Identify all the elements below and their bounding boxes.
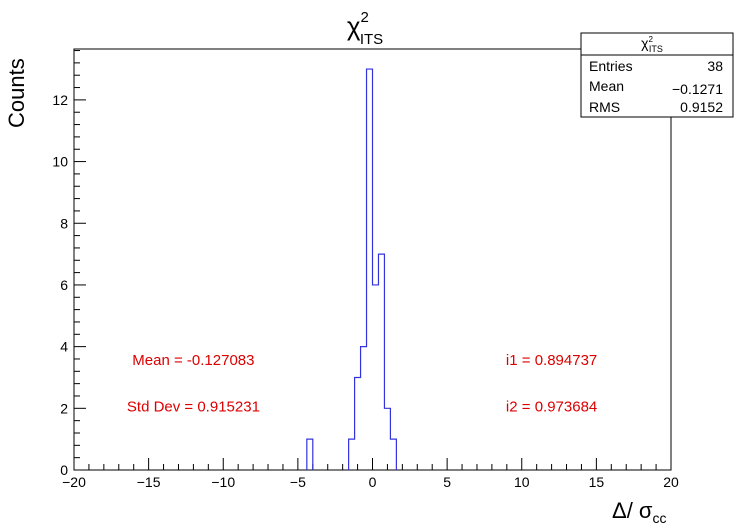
stats-box: χ2 ITS Entries 38 Mean −0.1271 RMS 0.9152	[580, 32, 734, 118]
stats-box-title: χ2 ITS	[641, 35, 663, 54]
chart-title: χ2 ITS	[347, 9, 383, 48]
y-tick-label: 8	[60, 215, 68, 231]
annotation-text: Std Dev = 0.915231	[127, 398, 260, 415]
x-axis-label-base: Δ/ σ	[612, 498, 653, 523]
axis-ticks	[73, 50, 672, 471]
stats-mean-value: −0.1271	[672, 81, 723, 97]
annotation-text: i1 = 0.894737	[506, 352, 597, 369]
y-tick-label: 4	[60, 339, 68, 355]
chart-title-sub: ITS	[360, 31, 383, 48]
x-axis-label: Δ/ σcc	[612, 498, 667, 523]
stats-entries-value: 38	[707, 58, 723, 74]
y-tick-label: 10	[52, 154, 68, 170]
histogram-line	[306, 68, 397, 470]
y-tick-label: 12	[52, 92, 68, 108]
x-tick-label: 20	[663, 474, 679, 490]
y-tick-labels: 0 2 4 6 8 10 12	[52, 92, 68, 478]
y-tick-label: 0	[60, 462, 68, 478]
x-tick-label: 5	[443, 474, 451, 490]
stats-mean-label: Mean	[589, 78, 624, 94]
stats-rms-label: RMS	[589, 99, 620, 115]
annotations: Mean = -0.127083 Std Dev = 0.915231 i1 = 0…	[127, 352, 597, 415]
chart-title-sup: 2	[360, 9, 368, 26]
annotation-text: i2 = 0.973684	[506, 398, 597, 415]
x-tick-label: 15	[589, 474, 605, 490]
x-tick-label: 0	[369, 474, 377, 490]
x-tick-label: 10	[514, 474, 530, 490]
y-tick-label: 6	[60, 277, 68, 293]
chart-title-base: χ	[347, 11, 361, 41]
x-tick-label: −15	[137, 474, 161, 490]
x-tick-label: −5	[290, 474, 306, 490]
annotation-text: Mean = -0.127083	[132, 352, 254, 369]
y-axis-label: Counts	[4, 58, 29, 128]
x-axis-label-sub: cc	[653, 510, 667, 523]
stats-rms-value: 0.9152	[680, 99, 723, 115]
x-tick-label: −20	[62, 474, 86, 490]
stats-entries-label: Entries	[589, 58, 633, 74]
x-tick-label: −10	[211, 474, 235, 490]
y-tick-label: 2	[60, 400, 68, 416]
x-tick-labels: −20 −15 −10 −5 0 5 10 15 20	[62, 474, 679, 490]
